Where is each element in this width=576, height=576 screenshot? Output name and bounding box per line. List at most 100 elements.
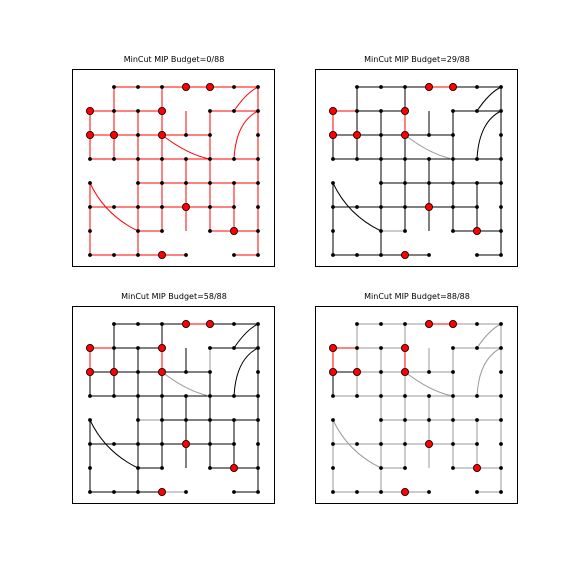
graph-node <box>451 418 455 422</box>
graph-node <box>208 442 212 446</box>
panel-1-graph <box>85 82 260 259</box>
graph-node <box>379 229 383 233</box>
graph-node <box>331 205 335 209</box>
graph-node <box>331 466 335 470</box>
graph-node <box>499 418 503 422</box>
graph-node <box>136 394 140 398</box>
graph-node <box>112 85 116 89</box>
arc-top-right-small <box>476 323 502 349</box>
graph-node <box>331 442 335 446</box>
graph-node <box>379 394 383 398</box>
graph-node <box>256 181 260 185</box>
graph-node <box>475 109 479 113</box>
graph-node <box>136 370 140 374</box>
nodes-group <box>85 82 260 259</box>
graph-node <box>136 418 140 422</box>
arc-middle <box>404 371 454 397</box>
graph-node <box>232 418 236 422</box>
graph-node <box>331 490 335 494</box>
edges-group <box>89 86 259 256</box>
graph-node <box>256 490 260 494</box>
arc-top-right-small <box>233 86 259 112</box>
graph-node <box>499 181 503 185</box>
graph-node <box>256 109 260 113</box>
graph-node <box>355 157 359 161</box>
graph-node <box>256 394 260 398</box>
graph-node <box>427 253 431 257</box>
graph-node <box>379 157 383 161</box>
graph-node <box>499 85 503 89</box>
graph-node <box>136 466 140 470</box>
graph-node <box>427 370 431 374</box>
graph-node <box>160 466 164 470</box>
panel-1-title: MinCut MIP Budget=0/88 <box>123 55 225 64</box>
graph-node <box>451 133 455 137</box>
terminal-node <box>425 319 434 328</box>
graph-node <box>232 442 236 446</box>
graph-node <box>427 133 431 137</box>
graph-node <box>451 205 455 209</box>
graph-node <box>331 394 335 398</box>
graph-node <box>427 418 431 422</box>
graph-node <box>355 205 359 209</box>
graph-node <box>136 157 140 161</box>
graph-node <box>331 418 335 422</box>
terminal-node <box>448 82 457 91</box>
terminal-node <box>158 107 167 116</box>
graph-node <box>379 181 383 185</box>
panel-3-graph <box>85 319 260 496</box>
graph-node <box>88 418 92 422</box>
terminal-node <box>401 368 410 377</box>
graph-node <box>475 322 479 326</box>
graph-node <box>232 322 236 326</box>
terminal-node <box>401 107 410 116</box>
nodes-group <box>328 319 503 496</box>
terminal-node <box>328 131 337 140</box>
panel-2-graph <box>328 82 503 259</box>
arc-right-quarter <box>233 347 259 397</box>
graph-node <box>160 85 164 89</box>
graph-node <box>379 253 383 257</box>
graph-node <box>499 442 503 446</box>
arc-left-lower <box>332 182 382 232</box>
graph-node <box>256 157 260 161</box>
graph-node <box>88 394 92 398</box>
terminal-node <box>425 202 434 211</box>
arc-middle <box>161 371 211 397</box>
edges-group <box>332 86 502 256</box>
graph-node <box>232 109 236 113</box>
graph-node <box>499 346 503 350</box>
graph-node <box>427 157 431 161</box>
graph-node <box>403 229 407 233</box>
graph-node <box>427 394 431 398</box>
graph-node <box>208 229 212 233</box>
graph-node <box>256 253 260 257</box>
graph-node <box>160 418 164 422</box>
graph-node <box>232 346 236 350</box>
graph-node <box>379 418 383 422</box>
graph-node <box>379 466 383 470</box>
panel-4-graph <box>328 319 503 496</box>
graph-node <box>475 157 479 161</box>
graph-node <box>256 85 260 89</box>
graph-node <box>451 394 455 398</box>
graph-node <box>499 466 503 470</box>
terminal-node <box>205 319 214 328</box>
graph-node <box>451 229 455 233</box>
graph-node <box>184 370 188 374</box>
graph-node <box>379 442 383 446</box>
graph-node <box>184 157 188 161</box>
terminal-node <box>425 82 434 91</box>
graph-node <box>379 322 383 326</box>
graph-node <box>112 205 116 209</box>
graph-node <box>451 109 455 113</box>
graph-node <box>160 229 164 233</box>
graph-node <box>403 157 407 161</box>
graph-node <box>232 157 236 161</box>
graph-node <box>331 157 335 161</box>
graph-node <box>136 346 140 350</box>
graph-node <box>184 490 188 494</box>
arc-left-lower <box>89 419 139 469</box>
graph-node <box>331 253 335 257</box>
graph-node <box>475 394 479 398</box>
